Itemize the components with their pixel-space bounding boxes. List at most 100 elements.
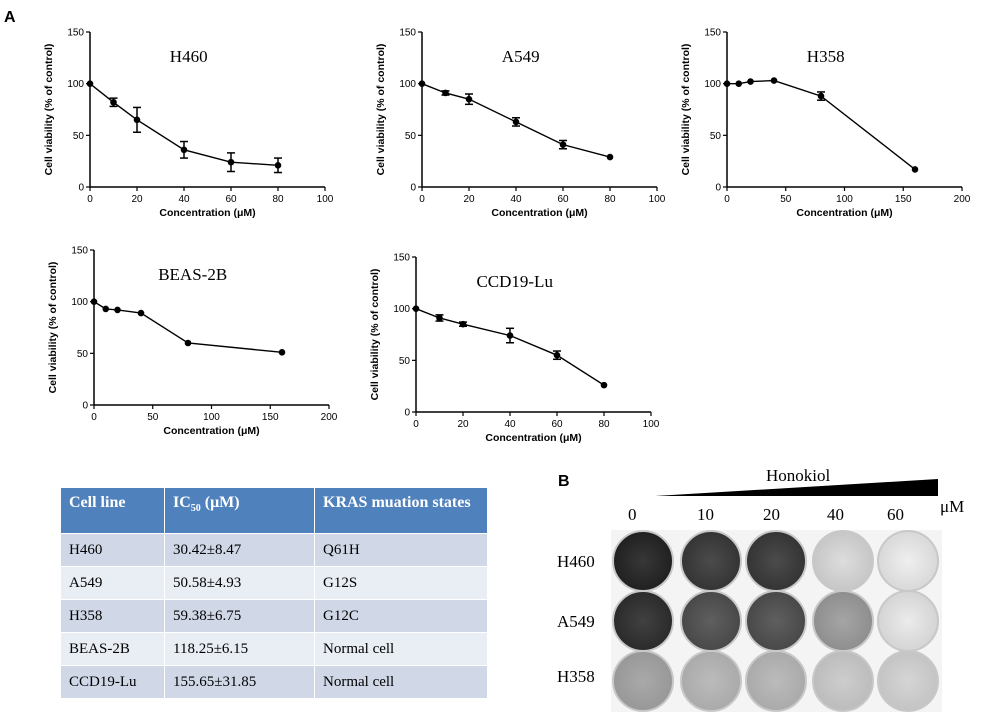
data-point (747, 78, 754, 85)
y-tick-label: 50 (710, 131, 722, 142)
x-axis-label: Concentration (μM) (796, 207, 892, 219)
cell-line: A549 (60, 566, 165, 600)
y-axis-label: Cell viability (% of control) (375, 44, 387, 176)
colony-plate (680, 590, 742, 652)
cell-kras: G12S (314, 566, 488, 600)
chart-title: H358 (807, 47, 845, 66)
y-tick-label: 150 (71, 246, 88, 257)
cell-line: H358 (60, 599, 165, 633)
chart-title: BEAS-2B (158, 265, 227, 284)
table-header-row: Cell line IC50 (μM) KRAS muation states (60, 487, 488, 534)
y-tick-label: 100 (704, 79, 721, 90)
x-tick-label: 0 (87, 194, 93, 205)
data-point (735, 80, 743, 87)
cell-kras: Normal cell (314, 665, 488, 699)
x-tick-label: 60 (551, 419, 563, 430)
colony-plate (745, 530, 807, 592)
chart-h358: 0 50 100 150 0 50 100 150 200 Concentration (μM) C… (680, 28, 971, 220)
chart-title: CCD19-Lu (476, 272, 553, 291)
ic50-table: Cell line IC50 (μM) KRAS muation states … (60, 487, 488, 699)
cell-kras: G12C (314, 599, 488, 633)
y-tick-label: 50 (73, 131, 85, 142)
row-label-a549: A549 (557, 612, 595, 631)
data-point (723, 80, 731, 87)
chart-ccd19-lu: 0 50 100 150 0 20 40 60 80 100 Concentration (μM) C… (369, 253, 660, 445)
x-tick-label: 80 (272, 194, 284, 205)
y-tick-label: 0 (715, 183, 721, 194)
colony-plate (680, 530, 742, 592)
data-point (817, 92, 825, 100)
table-row: H358 59.38±6.75 G12C (60, 599, 488, 633)
data-point (911, 166, 919, 173)
data-point (418, 80, 426, 87)
unit-label: μM (940, 497, 965, 516)
colony-plate (877, 650, 939, 712)
data-point (436, 314, 443, 322)
colony-plate (612, 590, 674, 652)
chart-title: A549 (502, 47, 540, 66)
data-point (227, 158, 235, 166)
x-axis-label: Concentration (μM) (163, 425, 259, 437)
x-tick-label: 100 (317, 194, 334, 205)
cell-ic50: 155.65±31.85 (164, 665, 315, 699)
data-point (133, 116, 141, 124)
x-tick-label: 150 (895, 194, 912, 205)
data-point (114, 306, 121, 314)
y-tick-label: 150 (67, 28, 84, 39)
y-axis-label: Cell viability (% of control) (369, 269, 381, 401)
x-tick-label: 0 (724, 194, 730, 205)
colony-plate (680, 650, 742, 712)
x-tick-label: 50 (147, 412, 159, 423)
header-kras: KRAS muation states (314, 487, 488, 534)
x-tick-label: 40 (504, 419, 516, 430)
y-tick-label: 0 (82, 401, 88, 412)
dose-20: 20 (763, 505, 780, 524)
chart-h460: 0 50 100 150 0 20 40 60 80 100 Concentration (μM) C… (43, 28, 334, 220)
data-point (90, 298, 98, 305)
x-tick-label: 0 (91, 412, 97, 423)
panel-label-b: B (558, 473, 570, 490)
header-ic50-unit: (μM) (200, 494, 240, 511)
x-tick-label: 40 (178, 194, 190, 205)
x-axis-label: Concentration (μM) (491, 207, 587, 219)
x-tick-label: 80 (604, 194, 616, 205)
cell-line: H460 (60, 533, 165, 567)
colony-plate (745, 590, 807, 652)
cell-ic50: 118.25±6.15 (164, 632, 315, 666)
data-point (110, 98, 117, 106)
data-point (278, 349, 286, 356)
header-ic50: IC50 (μM) (164, 487, 315, 534)
y-tick-label: 0 (410, 183, 416, 194)
x-tick-label: 100 (836, 194, 853, 205)
y-tick-label: 0 (78, 183, 84, 194)
x-axis-label: Concentration (μM) (485, 432, 581, 444)
cell-line: CCD19-Lu (60, 665, 165, 699)
cell-ic50: 50.58±4.93 (164, 566, 315, 600)
cell-ic50: 30.42±8.47 (164, 533, 315, 567)
x-tick-label: 60 (225, 194, 237, 205)
data-point (559, 141, 567, 148)
x-tick-label: 200 (954, 194, 971, 205)
cell-kras: Normal cell (314, 632, 488, 666)
x-tick-label: 20 (457, 419, 469, 430)
colony-plate (877, 590, 939, 652)
colony-plate (812, 530, 874, 592)
x-tick-label: 80 (598, 419, 610, 430)
data-point (506, 332, 514, 339)
dose-0: 0 (628, 505, 637, 524)
x-tick-label: 20 (463, 194, 475, 205)
cell-line: BEAS-2B (60, 632, 165, 666)
y-tick-label: 100 (393, 304, 410, 315)
x-axis-label: Concentration (μM) (159, 207, 255, 219)
header-ic50-sub: 50 (190, 503, 201, 515)
dose-60: 60 (887, 505, 904, 524)
data-point (770, 77, 778, 84)
x-tick-label: 20 (131, 194, 143, 205)
data-point (412, 305, 420, 312)
y-tick-label: 100 (67, 79, 84, 90)
chart-title: H460 (170, 47, 208, 66)
series-line (89, 83, 279, 166)
y-tick-label: 50 (405, 131, 417, 142)
row-label-h460: H460 (557, 552, 595, 571)
row-label-h358: H358 (557, 667, 595, 686)
